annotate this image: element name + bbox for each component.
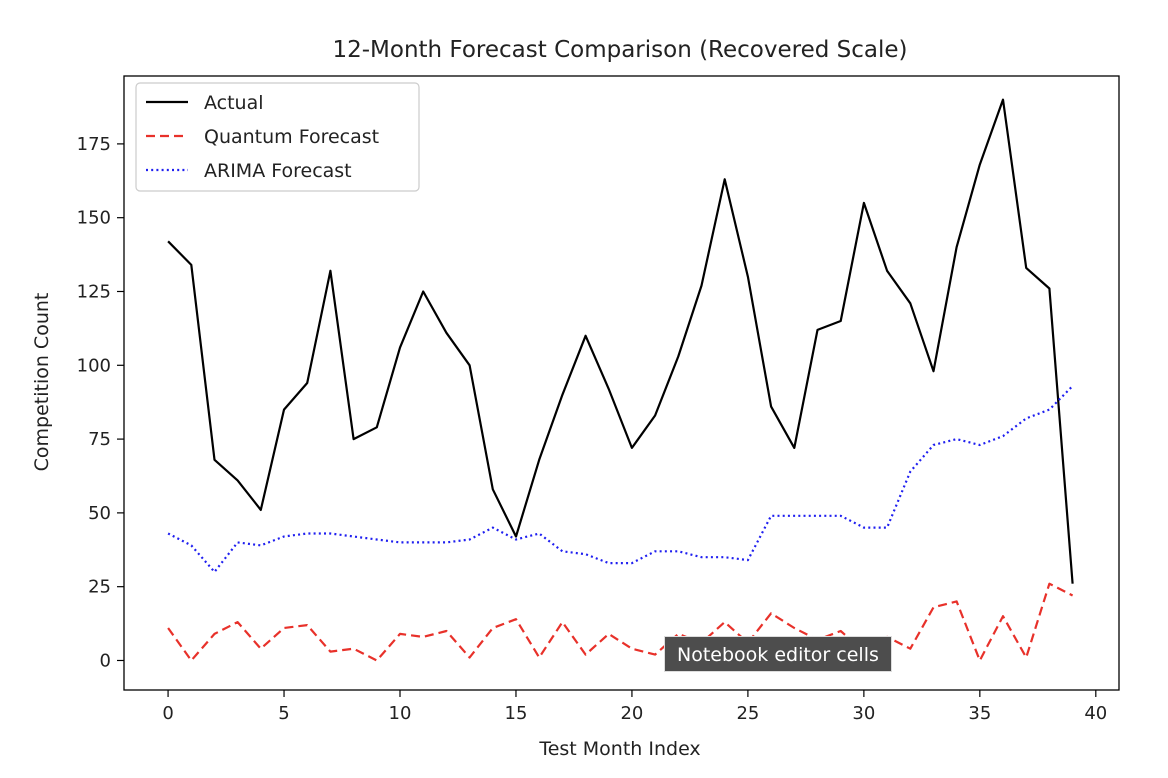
legend-label: ARIMA Forecast (204, 160, 352, 182)
series-line-1 (167, 582, 1074, 662)
tooltip: Notebook editor cells (664, 636, 892, 672)
x-tick-label: 5 (278, 703, 289, 724)
x-tick-label: 35 (968, 703, 991, 724)
x-tick-label: 30 (852, 703, 875, 724)
y-axis-label: Competition Count (31, 293, 53, 472)
x-axis-label: Test Month Index (538, 738, 700, 760)
x-tick-label: 0 (162, 703, 173, 724)
legend-box (135, 82, 420, 192)
y-tick-label: 125 (77, 281, 111, 302)
plot-area: 0 5 10 15 20 25 30 35 40 0 25 50 75 100 125 150 175 Actua… (77, 75, 1120, 724)
y-tick-label: 25 (88, 577, 111, 598)
legend-label: Actual (204, 92, 264, 114)
chart-title: 12-Month Forecast Comparison (Recovered … (332, 37, 907, 63)
tooltip-text: Notebook editor cells (677, 644, 879, 666)
y-tick-label: 100 (77, 355, 111, 376)
y-tick-label: 175 (77, 134, 111, 155)
x-tick-label: 40 (1084, 703, 1107, 724)
series-line-2 (167, 385, 1074, 574)
y-tick-label: 50 (88, 503, 111, 524)
y-tick-label: 150 (77, 208, 111, 229)
x-tick-label: 15 (505, 703, 528, 724)
x-tick-label: 10 (389, 703, 412, 724)
plot-frame (123, 75, 1120, 691)
series-line-0 (167, 98, 1074, 584)
x-tick-label: 25 (736, 703, 759, 724)
y-tick-label: 75 (88, 429, 111, 450)
y-tick-label: 0 (100, 650, 111, 671)
legend-label: Quantum Forecast (204, 126, 379, 148)
x-tick-label: 20 (620, 703, 643, 724)
legend: Actual Quantum Forecast ARIMA Forecast (135, 82, 420, 192)
